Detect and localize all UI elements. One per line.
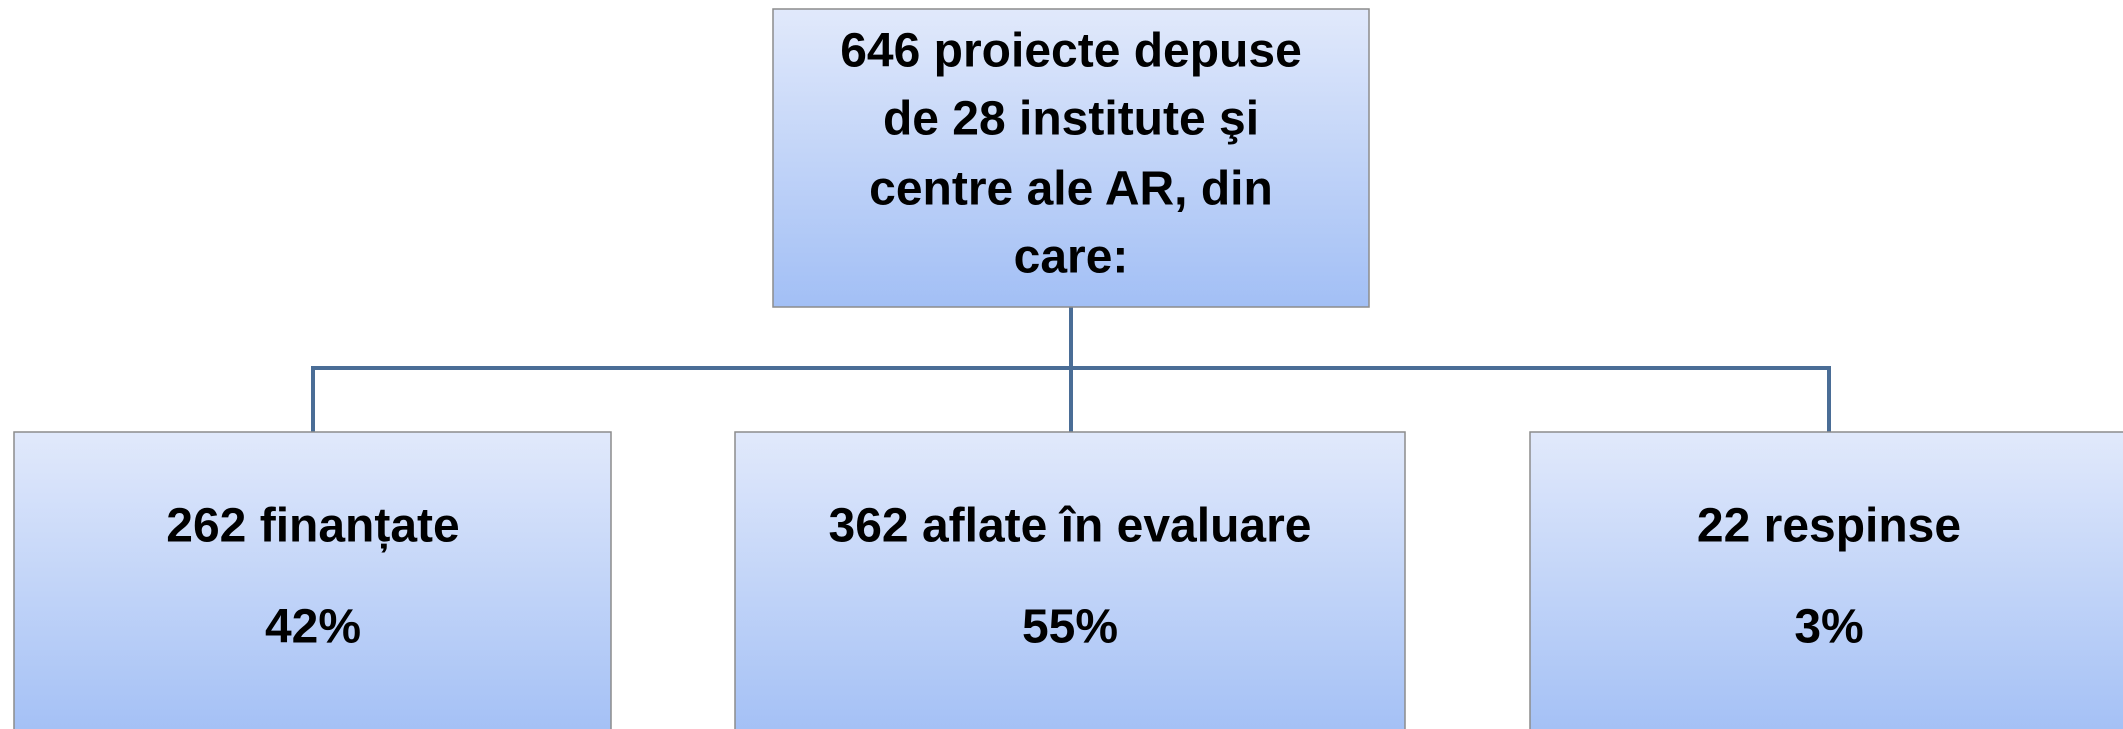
child-box: [1529, 431, 2123, 729]
child-share: 3%: [1794, 601, 1863, 654]
child-share: 55%: [1022, 601, 1118, 654]
root-line: 646 proiecte depuse: [840, 25, 1302, 78]
root-box: [772, 8, 1370, 308]
child-label: 22 respinse: [1697, 500, 1961, 553]
root-line: centre ale AR, din: [869, 163, 1273, 216]
connectors: [311, 307, 1831, 432]
child-share: 42%: [265, 601, 361, 654]
child-label: 362 aflate în evaluare: [829, 500, 1312, 553]
child-label: 262 finanțate: [166, 500, 459, 553]
connector-lines: [311, 307, 1831, 432]
child-box: [734, 431, 1406, 729]
child-box: [13, 431, 612, 729]
root-line: de 28 institute şi: [883, 93, 1259, 146]
root-line: care:: [1014, 231, 1129, 284]
